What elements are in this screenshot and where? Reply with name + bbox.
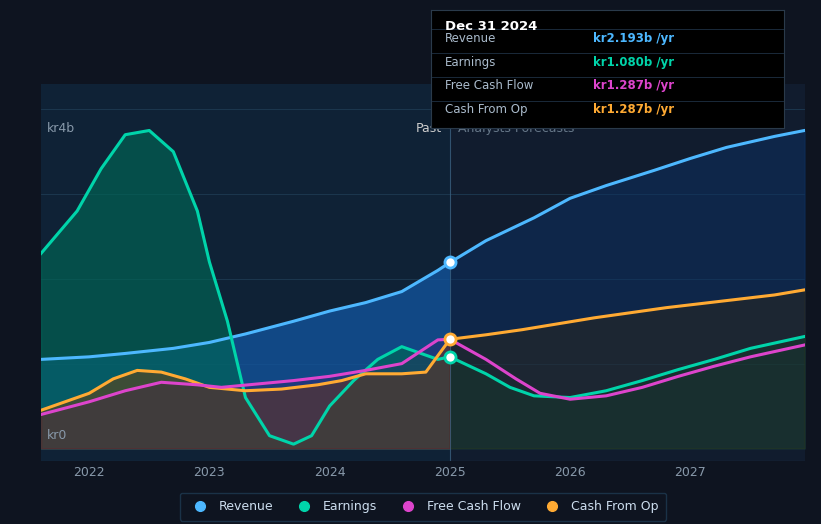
- Text: Revenue: Revenue: [445, 32, 497, 45]
- Text: Dec 31 2024: Dec 31 2024: [445, 20, 538, 33]
- Text: Earnings: Earnings: [445, 56, 497, 69]
- Text: kr0: kr0: [47, 429, 67, 442]
- Text: kr1.287b /yr: kr1.287b /yr: [594, 80, 675, 92]
- Legend: Revenue, Earnings, Free Cash Flow, Cash From Op: Revenue, Earnings, Free Cash Flow, Cash …: [180, 493, 666, 521]
- Text: Analysts Forecasts: Analysts Forecasts: [458, 122, 575, 135]
- Text: kr2.193b /yr: kr2.193b /yr: [594, 32, 675, 45]
- Bar: [41, 84, 450, 461]
- Text: Free Cash Flow: Free Cash Flow: [445, 80, 534, 92]
- Text: kr1.287b /yr: kr1.287b /yr: [594, 103, 675, 116]
- Text: Past: Past: [415, 122, 442, 135]
- Text: kr1.080b /yr: kr1.080b /yr: [594, 56, 675, 69]
- Text: kr4b: kr4b: [47, 122, 76, 135]
- Bar: [450, 84, 805, 461]
- Text: Cash From Op: Cash From Op: [445, 103, 528, 116]
